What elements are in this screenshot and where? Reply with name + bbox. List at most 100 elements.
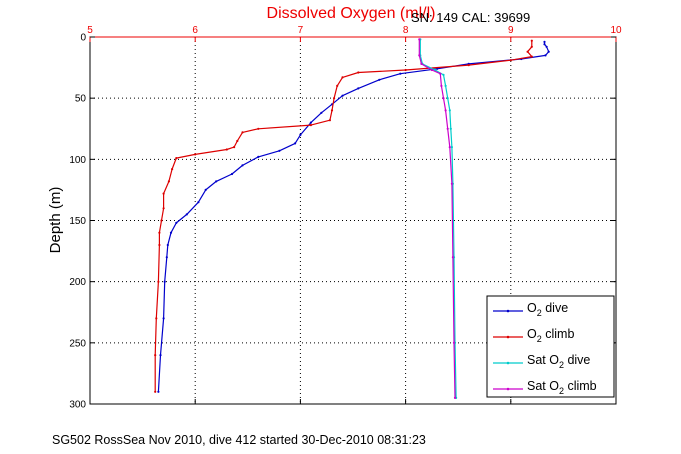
legend-item-o2-dive: O2 dive (493, 301, 568, 318)
data-point-sat-o2-climb (451, 256, 454, 259)
data-point-o2-climb (167, 180, 170, 183)
data-point-o2-climb (257, 127, 260, 130)
data-point-sat-o2-climb (439, 72, 442, 75)
data-point-o2-dive (320, 111, 323, 114)
data-point-o2-dive (436, 67, 439, 70)
data-point-o2-climb (175, 157, 178, 160)
data-point-o2-climb (225, 148, 228, 151)
y-tick-label: 0 (80, 33, 86, 44)
data-point-o2-climb (160, 219, 163, 222)
data-point-o2-dive (165, 256, 168, 259)
data-point-o2-dive (162, 317, 165, 320)
data-point-o2-dive (299, 133, 302, 136)
series-line-sat-o2-dive (419, 39, 457, 398)
data-point-o2-dive (166, 243, 169, 247)
data-point-o2-climb (309, 124, 312, 127)
x-tick-label: 6 (192, 25, 198, 36)
data-point-o2-climb (328, 119, 331, 122)
series-o2-climb (154, 39, 533, 393)
data-point-o2-dive (175, 221, 178, 224)
x-tick-label: 7 (298, 25, 304, 36)
legend-label: Sat O2 dive (527, 353, 590, 370)
data-point-o2-dive (163, 280, 166, 283)
data-point-sat-o2-climb (446, 127, 449, 130)
data-point-sat-o2-climb (448, 146, 451, 149)
data-point-o2-climb (330, 109, 334, 112)
legend: O2 dive O2 climb Sat O2 dive Sat O2 climb (486, 295, 615, 398)
data-point-o2-climb (526, 50, 529, 53)
series-sat-o2-climb (418, 38, 457, 399)
data-point-o2-climb (404, 68, 407, 72)
data-point-o2-climb (154, 354, 157, 357)
legend-marker (506, 361, 510, 365)
data-point-o2-climb (162, 207, 165, 210)
x-tick-label: 5 (87, 25, 93, 36)
y-tick-label: 300 (69, 400, 86, 411)
x-axis-ticks: 5 6 7 8 9 10 (87, 25, 622, 404)
data-point-o2-dive (230, 172, 234, 176)
data-point-sat-o2-climb (453, 396, 457, 399)
data-point-o2-climb (467, 64, 470, 67)
data-point-sat-o2-climb (420, 62, 423, 65)
y-tick-label: 250 (69, 338, 86, 349)
legend-box (486, 295, 615, 398)
data-point-o2-dive (294, 142, 297, 145)
data-point-sat-o2-dive (444, 84, 447, 87)
data-point-o2-climb (155, 317, 158, 320)
data-point-o2-dive (159, 354, 162, 357)
data-point-o2-climb (530, 55, 533, 58)
data-point-o2-dive (341, 94, 344, 97)
legend-item-sat-o2-dive: Sat O2 dive (493, 353, 590, 370)
y-tick-label: 100 (69, 155, 86, 166)
data-point-o2-dive (169, 231, 173, 234)
series-sat-o2-dive (419, 38, 458, 399)
data-point-sat-o2-dive (442, 73, 445, 76)
x-tick-label: 10 (610, 25, 622, 36)
footer-caption: SG502 RossSea Nov 2010, dive 412 started… (52, 433, 426, 447)
data-point-o2-dive (543, 43, 546, 46)
data-point-sat-o2-dive (448, 109, 451, 112)
data-point-o2-dive (278, 149, 281, 152)
data-point-o2-dive (157, 390, 160, 393)
y-axis-ticks: 0 50 100 150 200 250 300 (69, 33, 616, 411)
data-point-o2-dive (241, 164, 244, 167)
y-tick-label: 50 (75, 94, 87, 105)
data-point-o2-dive (204, 188, 207, 191)
data-point-o2-climb (154, 390, 157, 393)
data-point-sat-o2-dive (450, 146, 453, 149)
legend-marker (506, 309, 510, 313)
data-point-o2-dive (378, 78, 381, 81)
data-point-sat-o2-climb (452, 341, 456, 344)
info-label: SN: 149 CAL: 39699 (411, 10, 530, 25)
data-point-o2-dive (399, 72, 402, 75)
data-point-o2-climb (530, 45, 533, 48)
y-axis-label: Depth (m) (47, 187, 64, 254)
legend-item-sat-o2-climb: Sat O2 climb (493, 379, 597, 396)
data-point-o2-dive (185, 213, 188, 216)
data-point-o2-dive (545, 45, 548, 48)
data-point-o2-dive (547, 50, 550, 53)
legend-label: Sat O2 climb (527, 379, 597, 396)
data-point-o2-climb (162, 192, 165, 195)
data-point-o2-dive (357, 87, 360, 90)
data-point-sat-o2-climb (418, 54, 421, 57)
data-point-o2-dive (257, 155, 260, 158)
y-tick-label: 200 (69, 277, 86, 288)
data-point-o2-climb (333, 97, 336, 100)
data-point-sat-o2-climb (444, 109, 447, 112)
data-point-sat-o2-climb (440, 84, 443, 87)
data-point-o2-climb (357, 71, 360, 74)
data-point-o2-dive (544, 54, 547, 57)
legend-marker (506, 387, 510, 391)
legend-item-o2-climb: O2 climb (493, 327, 574, 344)
data-point-o2-climb (530, 39, 533, 42)
data-point-o2-climb (158, 231, 161, 234)
legend-label: O2 dive (527, 301, 568, 318)
data-point-o2-climb (158, 243, 161, 247)
data-point-sat-o2-climb (418, 38, 421, 41)
data-point-o2-climb (241, 131, 244, 134)
data-point-sat-o2-dive (446, 97, 449, 100)
data-point-o2-climb (236, 139, 239, 143)
data-point-o2-dive (309, 121, 312, 124)
